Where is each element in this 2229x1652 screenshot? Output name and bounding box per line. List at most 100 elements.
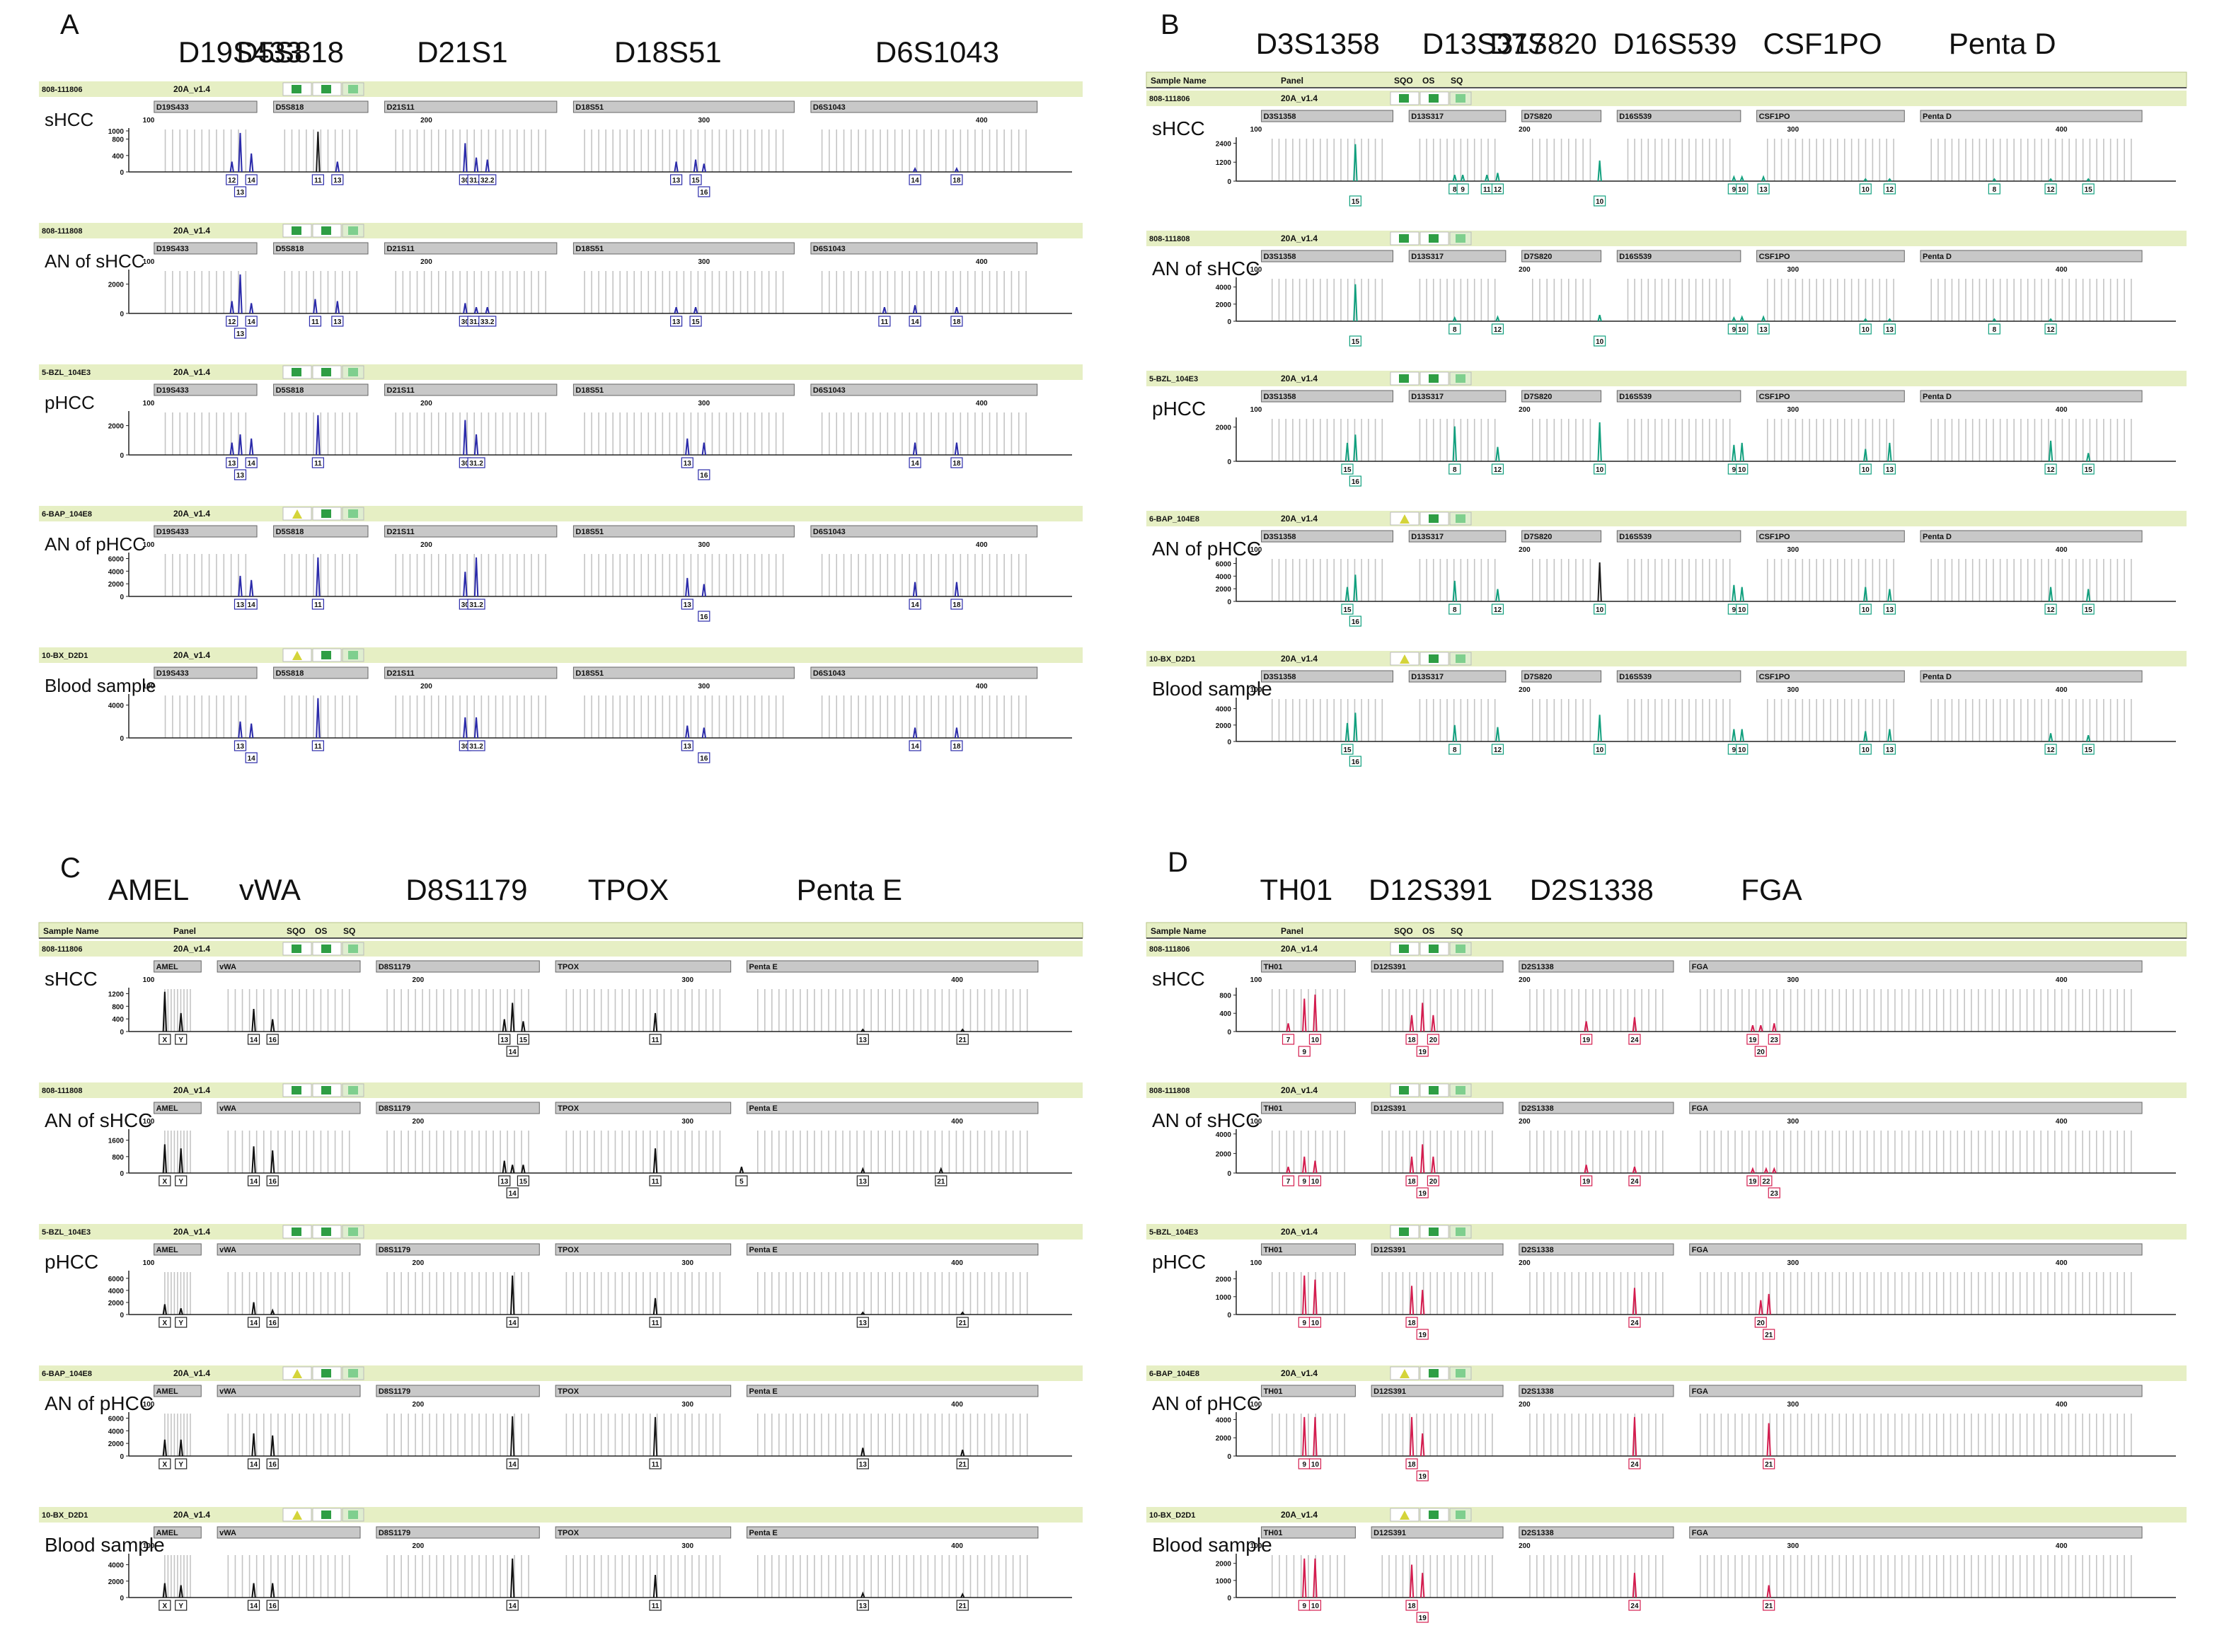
marker-bin-bar [1261,110,1394,122]
allele-peak [701,442,707,456]
bp-tick-label: 400 [2056,976,2068,984]
pass-icon [1456,1511,1465,1519]
y-tick-label: 1000 [108,128,125,136]
marker-bin-label: TPOX [558,1529,580,1537]
y-tick-label: 0 [120,1595,124,1602]
sample-id: 6-BAP_104E8 [1149,1370,1199,1378]
allele-call-box [1988,183,2000,195]
bp-tick-label: 300 [1787,406,1799,414]
allele-call-label: 13 [500,1036,509,1044]
sample-row: 808-111806 20A_v1.4 D19S433 D5S818 D21S11 D18… [39,81,1083,197]
allele-call-label: Y [178,1602,183,1610]
sample-id: 10-BX_D2D1 [1149,655,1195,664]
y-tick-label: 0 [1227,739,1231,746]
allele-peak [685,438,690,456]
allele-call-label: 18 [1407,1178,1416,1186]
allele-call-label: 13 [1886,326,1894,334]
panel-label: 20A_v1.4 [1281,93,1318,103]
table-header-label: Panel [1281,926,1303,936]
allele-call-box [649,1458,662,1469]
marker-title: Penta D [1949,27,2056,60]
allele-call-label: 18 [952,177,961,185]
allele-call-box [2082,463,2095,475]
allele-peak [1452,426,1457,462]
marker-bin-label: TH01 [1264,1387,1283,1396]
allele-peak [178,1148,183,1174]
marker-bin-bar [217,1526,361,1539]
bp-tick-label: 300 [698,258,710,266]
marker-bin-label: D3S1358 [1264,673,1296,681]
y-tick-label: 2000 [1216,1276,1232,1284]
marker-title: CSF1PO [1763,27,1882,60]
marker-bin-bar [273,525,369,538]
bp-tick-label: 100 [143,683,155,691]
marker-bin-label: AMEL [156,1104,178,1113]
allele-peak [1750,1025,1756,1032]
allele-peak [1353,434,1358,462]
allele-peak [652,1575,658,1598]
pass-icon [1429,234,1439,243]
bp-tick-label: 300 [1787,1118,1799,1126]
marker-bin-bar [1689,1102,2143,1114]
marker-bin-bar [384,242,558,255]
allele-call-label: 10 [1862,186,1870,194]
allele-peak [1863,449,1868,462]
allele-call-label: 14 [248,318,256,326]
panel-label: 20A_v1.4 [1281,654,1318,664]
y-tick-label: 400 [1219,1010,1231,1018]
allele-peak [229,161,234,173]
allele-peak [2086,178,2091,182]
marker-bin-bar [555,1526,732,1539]
y-tick-label: 800 [1219,992,1231,1000]
marker-bin-bar [1756,530,1905,543]
marker-bin-label: D2S1338 [1521,1246,1554,1254]
allele-call-label: 19 [1419,1049,1427,1056]
allele-call-label: 10 [1596,606,1604,614]
allele-call-label: 30 [461,177,470,185]
marker-bin-label: D8S1179 [379,1246,410,1254]
table-header-label: Sample Name [1151,926,1206,936]
allele-peak [1420,1573,1425,1598]
marker-bin-bar [1521,670,1602,683]
marker-bin-label: TPOX [558,1104,580,1113]
bp-tick-label: 200 [413,1118,425,1126]
allele-peak [1344,587,1350,602]
pass-icon [348,945,358,953]
y-tick-label: 0 [120,452,124,460]
allele-call-box [1757,323,1770,335]
sample-id: 808-111806 [42,945,83,954]
y-tick-label: 4000 [1216,573,1232,581]
allele-call-label: 16 [269,1319,277,1327]
allele-peak [652,1148,658,1174]
allele-call-label: 11 [652,1036,660,1044]
allele-call-box [1416,1329,1429,1340]
allele-call-box [2082,603,2095,615]
allele-call-box [234,186,247,197]
marker-bin-label: D5S818 [276,103,304,112]
y-tick-label: 0 [1227,1170,1231,1178]
bp-tick-label: 100 [143,117,155,125]
allele-call-label: 13 [684,743,692,751]
allele-peak [509,1416,515,1457]
allele-call-label: 18 [1407,1319,1416,1327]
allele-call-label: 13 [236,601,245,609]
allele-call-box [1736,463,1749,475]
allele-call-label: 8 [1453,466,1457,474]
marker-bin-label: D18S51 [575,669,604,678]
allele-call-box [1628,1317,1641,1328]
allele-call-box [1491,463,1504,475]
allele-peak [162,991,168,1032]
allele-call-label: 14 [509,1319,517,1327]
allele-call-label: 15 [1352,198,1360,206]
allele-peak [1302,1156,1307,1174]
allele-call-box [159,1600,171,1611]
allele-call-label: 9 [1303,1461,1307,1469]
allele-peak [313,299,318,314]
allele-peak [739,1167,744,1174]
bp-tick-label: 300 [698,400,710,408]
allele-call-box [311,599,324,610]
bp-tick-label: 400 [2056,126,2068,134]
marker-bin-bar [1371,1526,1504,1539]
allele-peak [912,727,918,739]
